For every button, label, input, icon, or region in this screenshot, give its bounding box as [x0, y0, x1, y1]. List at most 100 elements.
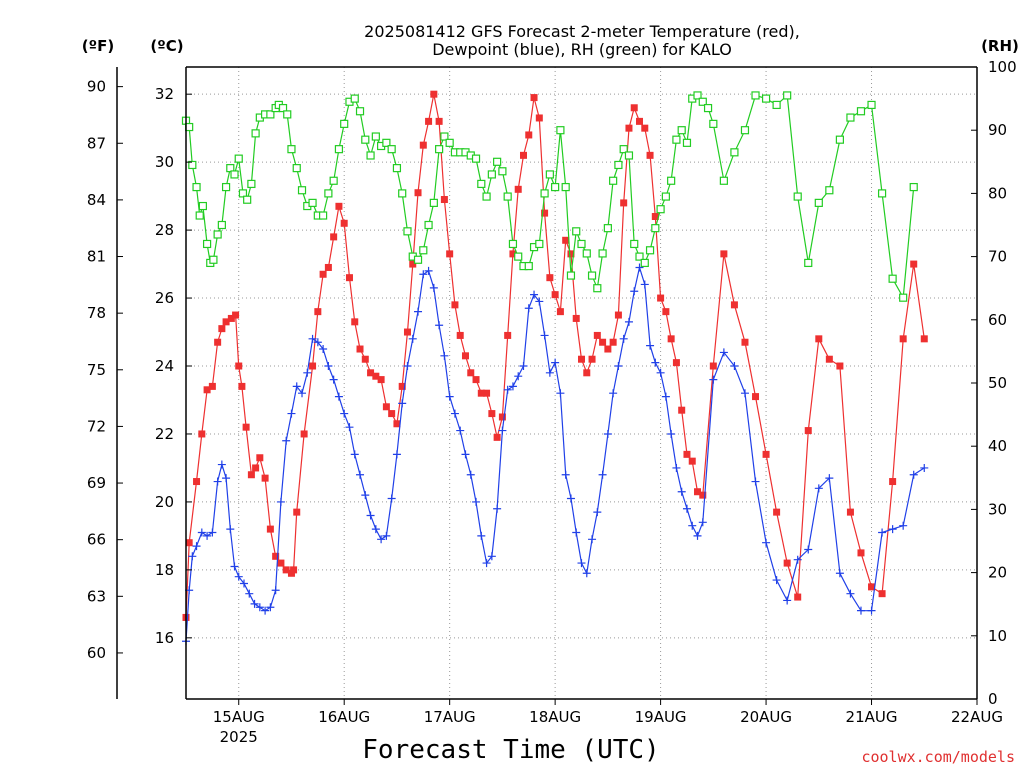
- x-tick-label: 21AUG: [846, 708, 898, 726]
- data-point: [367, 369, 375, 377]
- rh-tick-label: 50: [988, 374, 1007, 392]
- axes-layer: [116, 66, 978, 705]
- data-point: [287, 409, 296, 418]
- data-point: [483, 389, 491, 397]
- data-point: [324, 362, 333, 371]
- data-point: [335, 202, 343, 210]
- rh-tick-label: 80: [988, 184, 1007, 202]
- data-point: [387, 494, 396, 503]
- data-point: [899, 293, 908, 302]
- data-point: [682, 504, 691, 513]
- data-point: [403, 328, 411, 336]
- data-point: [878, 528, 887, 537]
- data-point: [202, 239, 212, 249]
- data-point: [213, 230, 222, 239]
- data-point: [218, 325, 226, 333]
- data-point: [667, 335, 675, 343]
- data-point: [361, 355, 369, 363]
- data-point: [319, 345, 328, 354]
- data-point: [192, 182, 201, 192]
- data-point: [308, 198, 317, 207]
- data-point: [445, 138, 454, 147]
- data-point: [382, 138, 391, 147]
- data-point: [217, 220, 226, 230]
- data-point: [630, 104, 638, 112]
- rh-tick-label: 40: [988, 437, 1007, 455]
- data-point: [794, 593, 802, 601]
- data-point: [504, 331, 512, 339]
- data-point: [762, 538, 771, 547]
- data-point: [251, 129, 260, 138]
- data-point: [392, 164, 402, 173]
- data-point: [256, 454, 264, 462]
- data-point: [609, 338, 617, 346]
- data-point: [857, 549, 865, 557]
- data-point: [551, 182, 560, 192]
- data-point: [703, 103, 713, 113]
- data-point: [709, 119, 718, 128]
- data-point: [624, 151, 634, 160]
- data-point: [277, 559, 285, 567]
- data-point: [672, 135, 681, 144]
- data-point: [603, 224, 612, 233]
- rh-tick-label: 100: [988, 58, 1017, 76]
- data-point: [261, 606, 270, 615]
- data-point: [825, 355, 833, 363]
- data-point: [773, 508, 781, 516]
- data-point: [593, 284, 602, 293]
- data-point: [230, 562, 239, 571]
- data-point: [814, 484, 823, 493]
- data-point: [719, 176, 728, 185]
- fahrenheit-tick-label: 84: [87, 191, 106, 209]
- data-point: [635, 263, 644, 272]
- data-point: [366, 151, 375, 160]
- data-point: [640, 280, 649, 289]
- data-point: [630, 239, 639, 249]
- data-point: [334, 145, 344, 154]
- data-point: [752, 393, 760, 401]
- data-point: [588, 355, 596, 363]
- data-point: [524, 304, 533, 313]
- series-2: [181, 91, 918, 302]
- data-point: [677, 487, 686, 496]
- data-point: [587, 271, 597, 280]
- data-point: [804, 427, 812, 435]
- data-point: [371, 132, 380, 141]
- data-point: [514, 185, 522, 193]
- data-point: [815, 335, 823, 343]
- data-point: [577, 239, 586, 249]
- data-point: [419, 270, 428, 279]
- data-point: [345, 423, 354, 432]
- data-point: [899, 521, 908, 530]
- data-point: [487, 552, 496, 561]
- data-point: [636, 117, 644, 125]
- data-point: [867, 606, 876, 615]
- data-point: [804, 258, 813, 268]
- data-point: [561, 470, 570, 479]
- data-point: [356, 345, 364, 353]
- data-point: [667, 176, 676, 185]
- data-point: [619, 334, 628, 343]
- data-point: [577, 559, 586, 568]
- fahrenheit-tick-label: 63: [87, 587, 106, 605]
- data-point: [719, 348, 728, 357]
- data-point: [846, 508, 854, 516]
- series-layer: [181, 90, 929, 646]
- data-point: [667, 429, 676, 438]
- rh-tick-label: 60: [988, 311, 1007, 329]
- data-point: [456, 426, 465, 435]
- data-point: [314, 308, 322, 316]
- data-point: [446, 250, 454, 258]
- data-point: [556, 308, 564, 316]
- x-tick-label: 20AUG: [740, 708, 792, 726]
- data-point: [694, 488, 702, 496]
- data-point: [477, 389, 485, 397]
- data-point: [214, 338, 222, 346]
- data-point: [604, 345, 612, 353]
- data-point: [430, 90, 438, 98]
- data-point: [751, 91, 760, 100]
- fahrenheit-tick-label: 78: [87, 304, 106, 322]
- data-point: [297, 186, 307, 195]
- data-point: [414, 307, 423, 316]
- data-point: [240, 579, 249, 588]
